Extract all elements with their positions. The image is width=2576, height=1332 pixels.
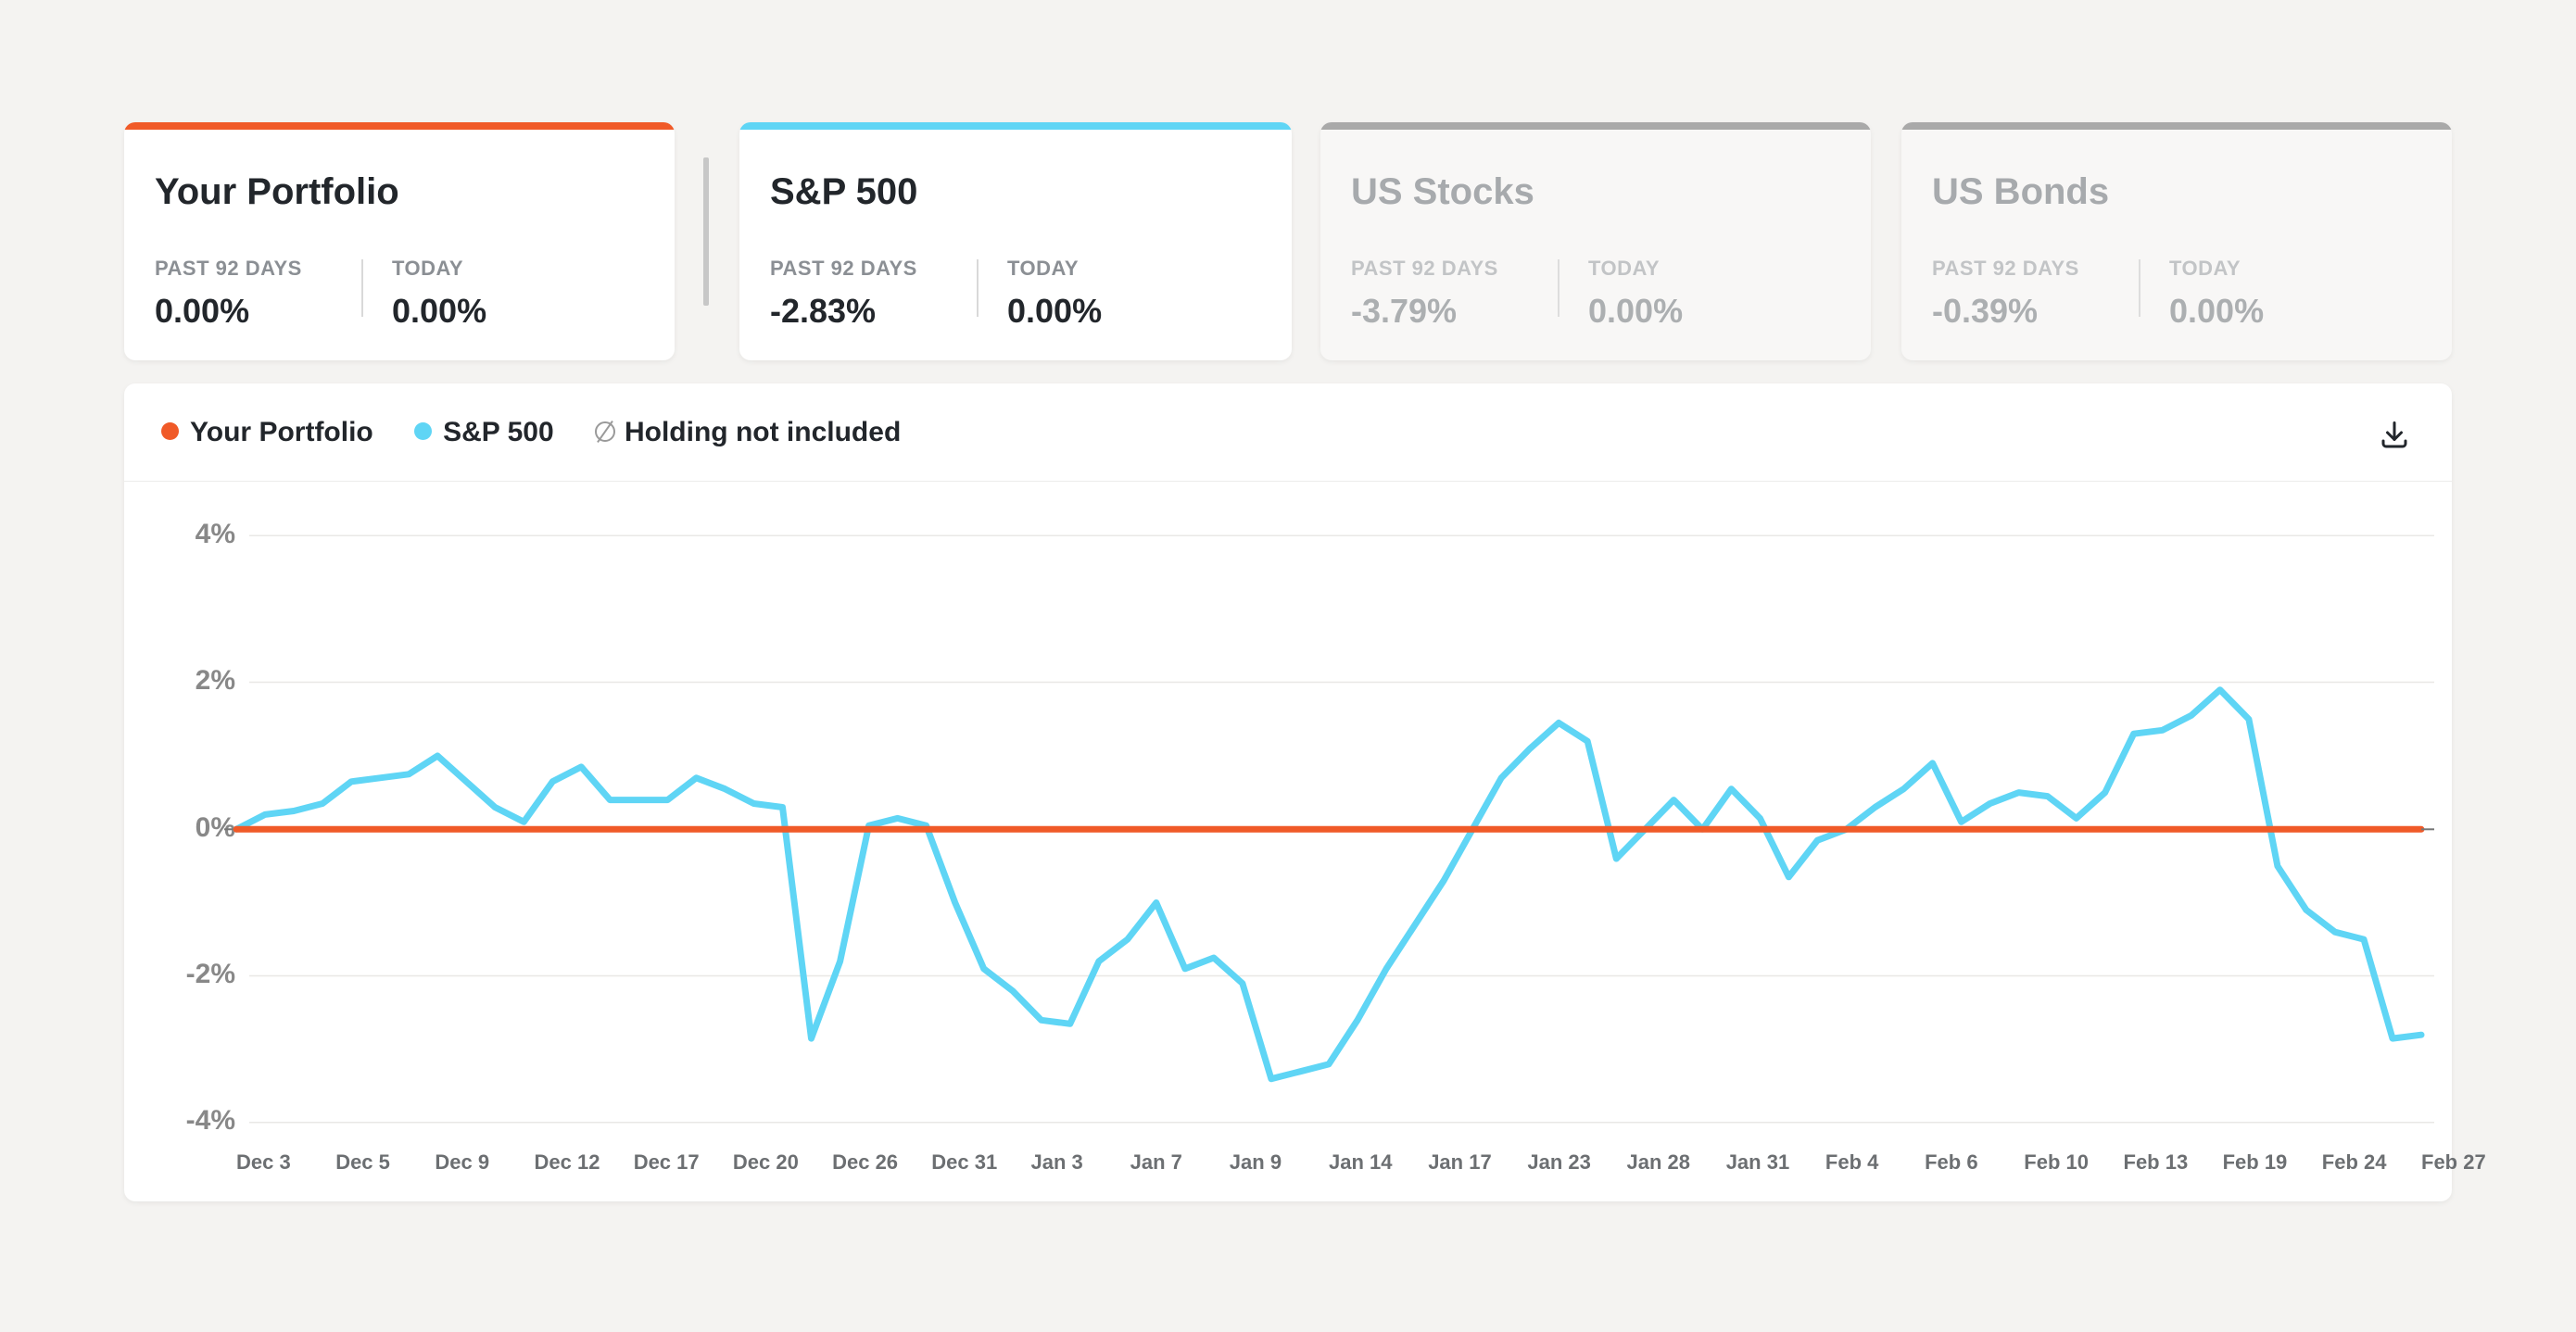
- svg-text:Dec 17: Dec 17: [634, 1150, 700, 1174]
- svg-text:Feb 4: Feb 4: [1825, 1150, 1879, 1174]
- svg-text:-2%: -2%: [186, 959, 235, 989]
- svg-text:2%: 2%: [196, 665, 235, 696]
- svg-text:Feb 13: Feb 13: [2124, 1150, 2189, 1174]
- svg-text:Jan 14: Jan 14: [1329, 1150, 1393, 1174]
- svg-text:Feb 19: Feb 19: [2223, 1150, 2288, 1174]
- svg-text:Feb 6: Feb 6: [1925, 1150, 1977, 1174]
- svg-text:Dec 5: Dec 5: [335, 1150, 390, 1174]
- svg-text:Dec 3: Dec 3: [236, 1150, 291, 1174]
- svg-text:Dec 26: Dec 26: [832, 1150, 898, 1174]
- svg-text:Dec 20: Dec 20: [733, 1150, 799, 1174]
- svg-text:Jan 28: Jan 28: [1627, 1150, 1691, 1174]
- svg-text:Feb 24: Feb 24: [2322, 1150, 2387, 1174]
- svg-text:Jan 9: Jan 9: [1230, 1150, 1282, 1174]
- svg-text:4%: 4%: [196, 519, 235, 549]
- svg-text:Jan 31: Jan 31: [1726, 1150, 1790, 1174]
- svg-text:Jan 7: Jan 7: [1130, 1150, 1182, 1174]
- svg-text:-4%: -4%: [186, 1105, 235, 1136]
- svg-text:Jan 23: Jan 23: [1527, 1150, 1591, 1174]
- svg-text:Jan 17: Jan 17: [1428, 1150, 1492, 1174]
- svg-text:Feb 27: Feb 27: [2421, 1150, 2486, 1174]
- svg-text:0%: 0%: [196, 812, 235, 843]
- svg-text:Dec 9: Dec 9: [435, 1150, 489, 1174]
- svg-text:Dec 12: Dec 12: [535, 1150, 600, 1174]
- svg-text:Dec 31: Dec 31: [931, 1150, 997, 1174]
- svg-text:Feb 10: Feb 10: [2024, 1150, 2089, 1174]
- svg-text:Jan 3: Jan 3: [1031, 1150, 1083, 1174]
